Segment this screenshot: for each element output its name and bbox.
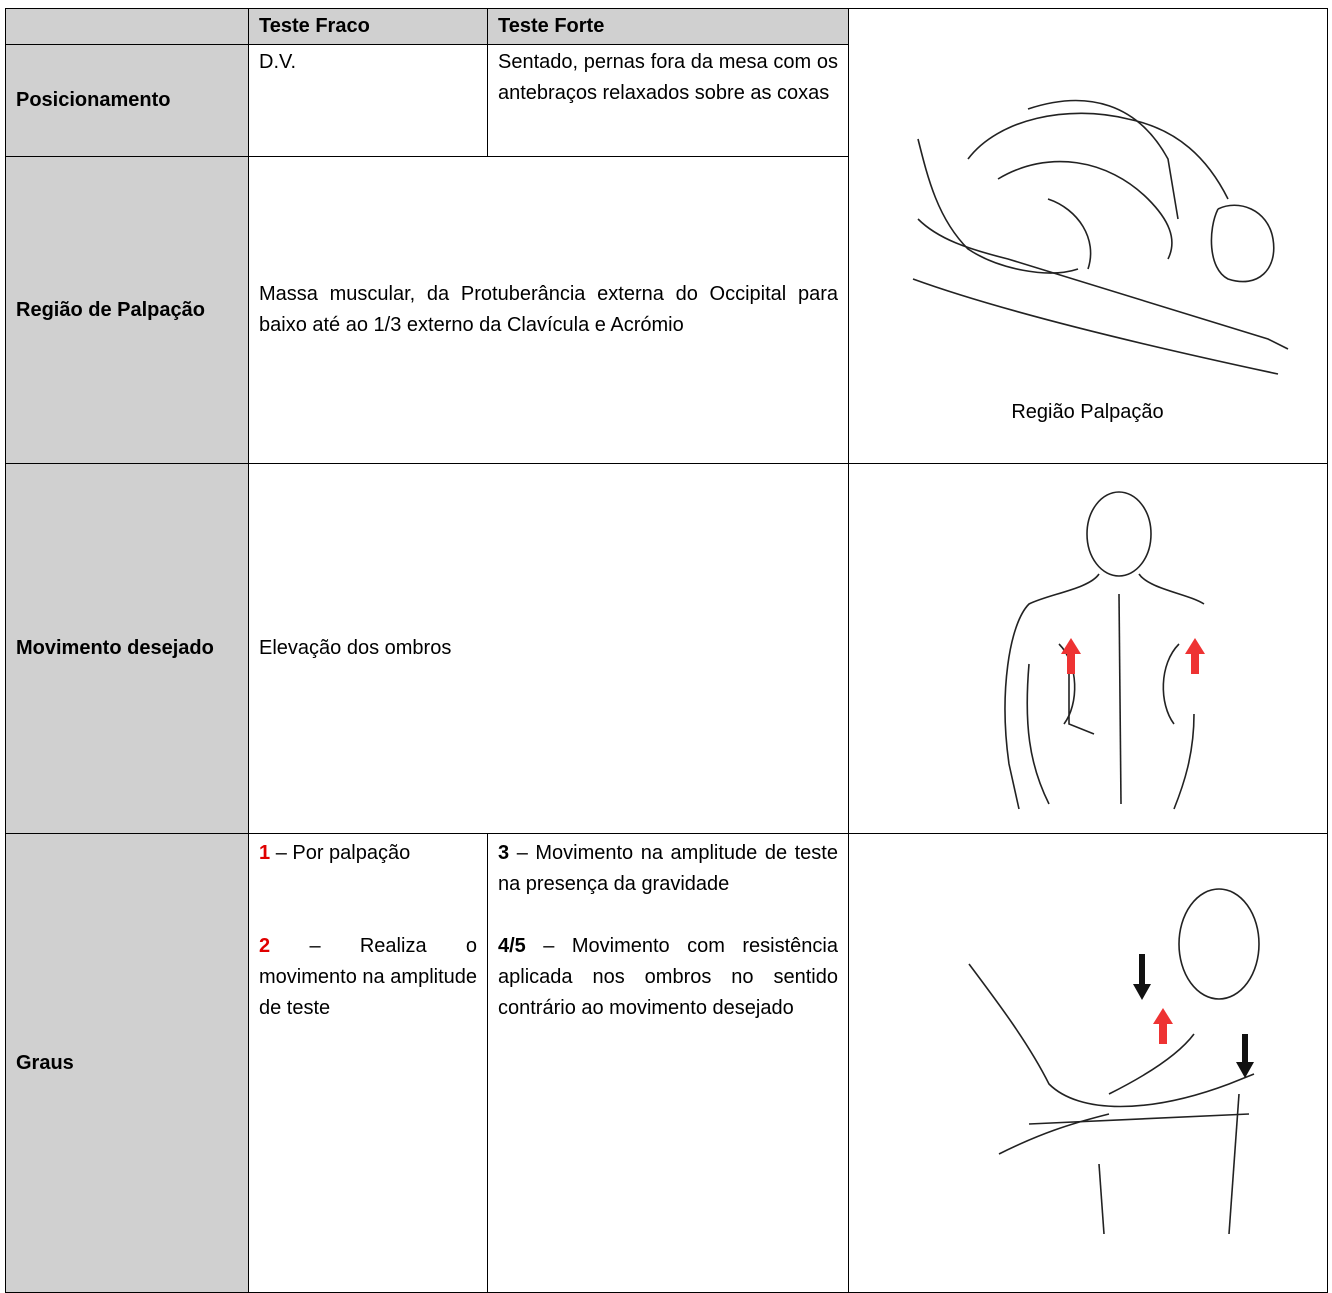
- grade-item: 1 – Por palpação: [259, 838, 477, 869]
- grade-text: – Realiza o movimento na amplitude de te…: [259, 935, 477, 1019]
- image-caption: Região Palpação: [1011, 401, 1164, 423]
- grade-number: 1: [259, 842, 271, 864]
- image-cell: [848, 463, 1328, 834]
- image-cell: [848, 833, 1328, 1293]
- grade-text: – Por palpação: [275, 842, 411, 864]
- row-label: Região de Palpação: [5, 156, 249, 464]
- row-label: Movimento desejado: [5, 463, 249, 834]
- palpation-illustration: [912, 99, 1289, 375]
- movement-illustration: [1004, 491, 1205, 810]
- grades-illustration: [968, 888, 1260, 1235]
- grade-item: 3 – Movimento na amplitude de teste na p…: [498, 838, 838, 900]
- grade-item: 2 – Realiza o movimento na amplitude de …: [259, 931, 477, 1024]
- cell-text: D.V.: [248, 44, 488, 157]
- grade-text: – Movimento com resistência aplicada nos…: [498, 935, 838, 1019]
- cell-text: Massa muscular, da Protuberância externa…: [248, 156, 849, 464]
- cell-text: Sentado, pernas fora da mesa com os ante…: [487, 44, 849, 157]
- grade-number: 3: [498, 842, 510, 864]
- grade-text: – Movimento na amplitude de teste na pre…: [498, 842, 838, 895]
- image-cell: Região Palpação: [848, 8, 1328, 464]
- grades-weak: 1 – Por palpação 2 – Realiza o movimento…: [248, 833, 488, 1293]
- header-cell: Teste Forte: [487, 8, 849, 45]
- header-cell: Teste Fraco: [248, 8, 488, 45]
- grade-number: 4/5: [498, 935, 526, 957]
- grade-number: 2: [259, 935, 271, 957]
- row-label: Graus: [5, 833, 249, 1293]
- header-blank: [5, 8, 249, 45]
- palpation-text: Massa muscular, da Protuberância externa…: [259, 283, 838, 336]
- row-label: Posicionamento: [5, 44, 249, 157]
- cell-text: Elevação dos ombros: [248, 463, 849, 834]
- grades-strong: 3 – Movimento na amplitude de teste na p…: [487, 833, 849, 1293]
- grade-item: 4/5 – Movimento com resistência aplicada…: [498, 931, 838, 1024]
